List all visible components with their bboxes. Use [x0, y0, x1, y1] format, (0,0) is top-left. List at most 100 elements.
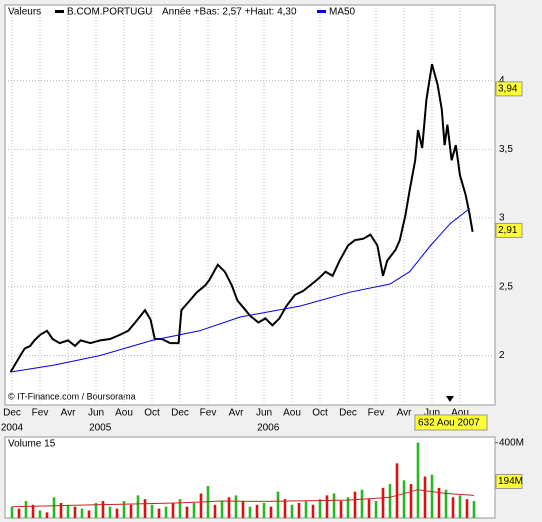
bar [185, 506, 189, 518]
bar [220, 501, 224, 518]
header: Valeurs [8, 7, 41, 18]
x-tick-label: Avr [397, 408, 412, 419]
x-tick-label: Avr [229, 408, 244, 419]
bar [171, 502, 175, 518]
bar [458, 495, 462, 518]
bar [227, 497, 231, 518]
bar [45, 512, 49, 518]
year-label: 2005 [89, 423, 112, 434]
bar [101, 501, 105, 518]
bar [318, 499, 322, 518]
bar [192, 502, 196, 518]
bar [472, 501, 476, 518]
x-tick-label: Oct [144, 408, 160, 419]
value-label: 3,94 [498, 83, 518, 94]
bar [213, 504, 217, 518]
bar [80, 508, 84, 518]
legend-label: MA50 [329, 7, 356, 18]
bar [157, 508, 161, 518]
bar [276, 491, 280, 518]
legend-swatch [317, 10, 326, 13]
bar [290, 504, 294, 518]
bar [122, 501, 126, 518]
bar [381, 487, 385, 518]
x-tick-label: Jun [424, 408, 440, 419]
bar [164, 506, 168, 518]
bar [255, 504, 259, 518]
bar [52, 497, 56, 518]
cursor-box [414, 414, 488, 431]
y-tick-label: 3 [499, 213, 505, 224]
line [10, 208, 471, 373]
bar [248, 506, 252, 518]
bar [150, 504, 154, 518]
x-tick-label: Dec [339, 408, 357, 419]
bar [416, 442, 420, 518]
x-tick-label: Oct [312, 408, 328, 419]
legend-swatch [55, 10, 64, 13]
volume-panel [4, 436, 496, 519]
bar [353, 491, 357, 518]
bar [409, 484, 413, 518]
bar [430, 474, 434, 518]
x-tick-label: Avr [61, 408, 76, 419]
bar [234, 495, 238, 518]
bar [332, 493, 336, 518]
x-tick-label: Jun [256, 408, 272, 419]
bar [367, 499, 371, 518]
price-panel [4, 4, 496, 406]
bar [269, 506, 273, 518]
value-label: 2,91 [498, 225, 518, 236]
bar [10, 506, 14, 518]
bar [129, 504, 133, 518]
y-tick-label: 2 [499, 350, 505, 361]
bar [94, 502, 98, 518]
bar [199, 493, 203, 518]
value-label-box [495, 81, 523, 97]
bar [241, 501, 245, 518]
bar [38, 510, 42, 518]
bar [437, 487, 441, 518]
bar [297, 502, 301, 518]
bar [395, 463, 399, 518]
x-tick-label: Aou [283, 408, 301, 419]
bar [346, 497, 350, 518]
bar [87, 510, 91, 518]
x-tick-label: Aou [451, 408, 469, 419]
x-tick-label: Aou [115, 408, 133, 419]
x-tick-label: Fev [368, 408, 385, 419]
x-tick-label: Jun [88, 408, 104, 419]
cursor-marker [446, 396, 454, 402]
bar [325, 495, 329, 518]
y-tick-label: 400M [499, 437, 524, 448]
x-tick-label: Fev [32, 408, 49, 419]
bar [115, 508, 119, 518]
subtitle: Année +Bas: 2,57 +Haut: 4,30 [162, 7, 297, 18]
value-label: 194M [498, 476, 523, 487]
bar [423, 476, 427, 518]
bar [17, 508, 21, 518]
bar [360, 489, 364, 518]
x-tick-label: Fev [200, 408, 217, 419]
line [9, 63, 474, 373]
watermark: © IT-Finance.com / Boursorama [8, 391, 136, 401]
bar [108, 506, 112, 518]
bar [59, 502, 63, 518]
bar [262, 502, 266, 518]
year-label: 2006 [257, 423, 280, 434]
x-tick-label: Dec [171, 408, 189, 419]
bar [31, 504, 35, 518]
line [11, 489, 475, 508]
bar [66, 504, 70, 518]
bar [143, 499, 147, 518]
bar [374, 501, 378, 518]
bar [283, 499, 287, 518]
bar [24, 501, 28, 518]
bar [311, 504, 315, 518]
cursor-label: 632 Aou 2007 [418, 418, 480, 429]
bar [444, 489, 448, 518]
bar [304, 501, 308, 518]
bar [339, 501, 343, 518]
bar [465, 499, 469, 518]
